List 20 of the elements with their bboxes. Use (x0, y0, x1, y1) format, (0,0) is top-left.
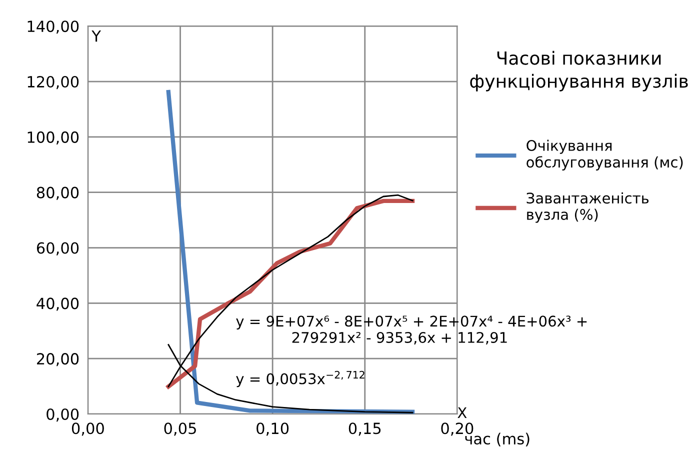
y-axis-title: Y (92, 30, 102, 42)
legend-label: Завантаженість вузла (%) (526, 192, 649, 223)
y-tick-label: 0,00 (46, 408, 79, 422)
y-tick-label: 120,00 (28, 76, 79, 90)
text: Часові показники функціонування вузлів (470, 50, 688, 92)
annotation: y = 9E+07x⁶ - 8E+07x⁵ + 2E+07x⁴ - 4E+06x³ + 279291x² - 9353,6x + 112,91 (236, 316, 587, 344)
y-tick-label: 60,00 (36, 242, 79, 256)
text: X (458, 407, 467, 418)
x-tick-label: 0,20 (441, 422, 474, 436)
y-tick-label: 100,00 (28, 131, 79, 145)
x-tick-label: 0,00 (72, 422, 104, 436)
y-tick-label: 140,00 (28, 20, 79, 34)
x-tick-label: 0,15 (348, 422, 381, 436)
y-tick-label: 40,00 (36, 298, 79, 311)
y-tick-label: 20,00 (36, 353, 79, 366)
y-tick-label: 80,00 (36, 186, 79, 200)
x-tick-label: 0,10 (256, 422, 289, 436)
x-tick-label: 0,05 (164, 422, 196, 436)
legend-label: Очікування обслуговування (мс) (526, 140, 683, 170)
annotation: y = 0,0053x$^{−2,712}$ (236, 370, 364, 388)
